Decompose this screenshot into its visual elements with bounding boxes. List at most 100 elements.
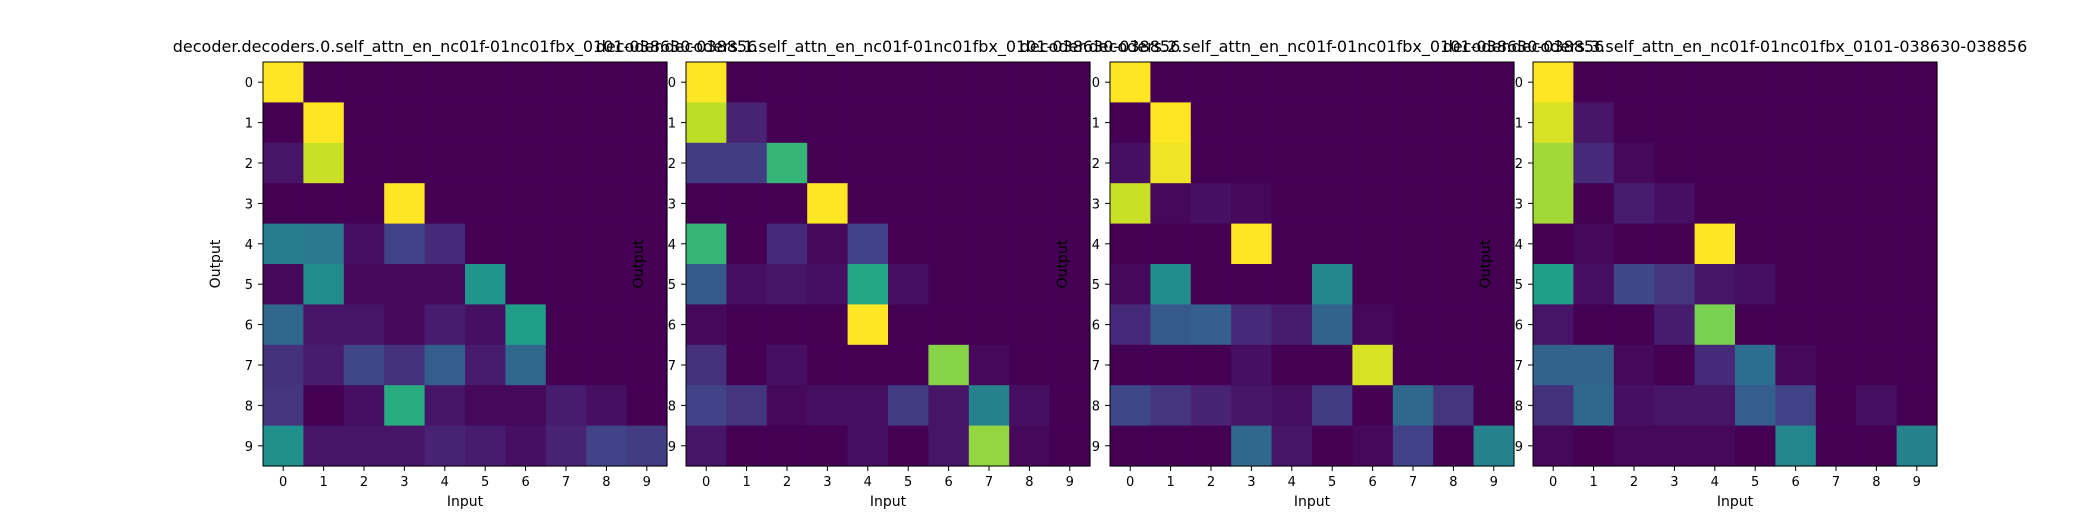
heatmap-cell [586,62,628,103]
heatmap-cell [505,385,547,427]
heatmap-cell [1896,62,1938,103]
heatmap-cell [465,264,506,305]
heatmap-cell [1231,142,1273,184]
x-tick-label: 8 [1449,475,1457,490]
heatmap-cell [465,62,506,103]
heatmap-cell [303,102,345,144]
heatmap-cell [1856,264,1898,305]
heatmap-cell [888,425,929,467]
heatmap-cell [1433,385,1475,427]
heatmap-cell [1613,183,1655,225]
heatmap-cell [1312,425,1353,467]
heatmap-cell [807,142,849,184]
heatmap-cell [1694,344,1736,386]
heatmap-cell [726,344,768,386]
heatmap-cell [1110,223,1151,265]
heatmap-cell [1775,223,1817,265]
heatmap-cell [505,304,547,346]
x-tick-label: 0 [1549,475,1557,490]
heatmap-cell [1573,142,1615,184]
heatmap-cell [1815,385,1857,427]
heatmap-cell [465,223,506,265]
x-tick-label: 2 [1630,475,1638,490]
heatmap-cell [1049,425,1091,467]
y-tick-label: 1 [668,117,676,132]
heatmap-cell [1775,344,1817,386]
heatmap-cell [263,425,304,467]
heatmap-cell [465,142,506,184]
heatmap-cell [1735,264,1776,305]
heatmap-cell [1735,183,1776,225]
heatmap-cell [1231,304,1273,346]
heatmap-cell [1896,264,1938,305]
heatmap-cell [505,223,547,265]
heatmap-cell [1775,304,1817,346]
heatmap-cell [384,425,426,467]
heatmap-cell [1392,62,1434,103]
heatmap-cell [1271,102,1313,144]
heatmap-cell [1352,264,1394,305]
heatmap-cell [968,264,1010,305]
heatmap-cell [1533,264,1574,305]
heatmap-cell [726,62,768,103]
heatmap-cell [847,385,889,427]
heatmap-cell [1694,264,1736,305]
heatmap-cell [586,304,628,346]
heatmap-cell [384,344,426,386]
heatmap-cell [1896,102,1938,144]
heatmap-cell [626,344,668,386]
heatmap-cell [1815,264,1857,305]
x-tick-label: 4 [441,475,449,490]
heatmap-cell [1896,344,1938,386]
heatmap-cell [686,62,727,103]
heatmap-cell [1654,223,1696,265]
y-tick-label: 4 [1515,238,1523,253]
heatmap-cell [1896,142,1938,184]
heatmap-cell [928,62,970,103]
heatmap-cell [1392,264,1434,305]
heatmap-cell [1654,385,1696,427]
heatmap-cell [1654,344,1696,386]
heatmap-cell [1110,264,1151,305]
x-tick-label: 2 [360,475,368,490]
heatmap-cell [1009,102,1051,144]
heatmap-cell [888,344,929,386]
x-tick-label: 9 [1066,475,1074,490]
heatmap-cell [1735,385,1776,427]
heatmap-cell [1654,183,1696,225]
heatmap-cell [1694,304,1736,346]
heatmap-cell [1392,223,1434,265]
heatmap-cell [1473,385,1515,427]
heatmap-cell [303,62,345,103]
y-tick-label: 0 [1092,76,1100,91]
heatmap-cell [1110,142,1151,184]
heatmap-cell [545,304,587,346]
heatmap-cell [303,425,345,467]
heatmap-cell [807,344,849,386]
heatmap-cell [1654,62,1696,103]
heatmap-cell [1735,102,1776,144]
heatmap-cell [505,102,547,144]
heatmap-cell [1694,223,1736,265]
heatmap-cell [766,425,808,467]
heatmap-cell [1573,425,1615,467]
heatmap-cell [1190,183,1232,225]
heatmap-cell [626,425,668,467]
heatmap-cell [1815,183,1857,225]
heatmap-cell [1613,142,1655,184]
heatmap-cell [384,223,426,265]
heatmap-cell [384,385,426,427]
heatmap-cell [1190,223,1232,265]
heatmap-cell [1190,264,1232,305]
heatmap-cell [1473,102,1515,144]
y-axis-label: Output [631,239,647,288]
heatmap-cell [1049,223,1091,265]
heatmap-cell [586,142,628,184]
heatmap-cell [1473,223,1515,265]
x-tick-label: 4 [1711,475,1719,490]
heatmap-cell [1856,344,1898,386]
heatmap-cell [766,142,808,184]
y-tick-label: 2 [668,157,676,172]
heatmap-cell [424,264,466,305]
heatmap-cell [1271,62,1313,103]
